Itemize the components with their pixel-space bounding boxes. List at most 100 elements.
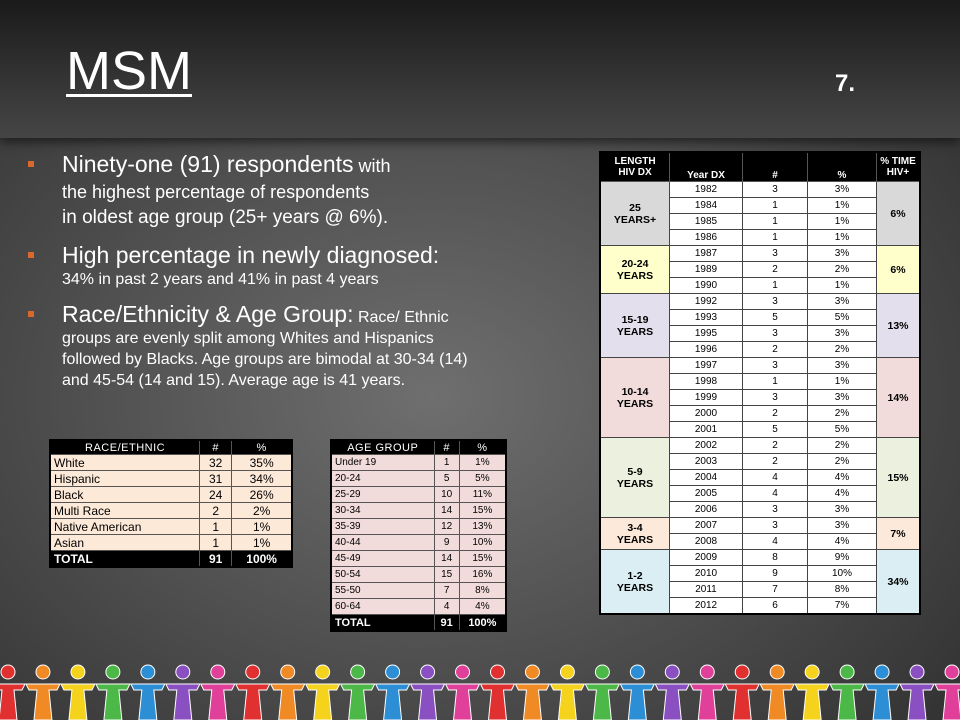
race-count: 2: [199, 502, 233, 519]
person-figure-icon: [199, 664, 236, 720]
age-group-label: 20-24: [330, 470, 435, 487]
age-count: 9: [433, 534, 460, 551]
slide-title: MSM: [66, 41, 192, 101]
race-label: White: [49, 454, 201, 471]
table-row: 2000 2 2%: [600, 405, 920, 422]
race-count: 32: [199, 454, 233, 471]
age-percent: 16%: [458, 566, 507, 583]
year-dx: 2003: [669, 453, 743, 470]
race-percent: 34%: [231, 470, 293, 487]
year-count: 3: [742, 517, 808, 534]
year-count: 2: [742, 405, 808, 422]
total-row: TOTAL 91 100%: [330, 614, 507, 632]
table-row: 5-9 YEARS 2002 2 2% 15%: [599, 437, 921, 518]
year-count: 8: [742, 549, 808, 566]
table-row: 20-24 YEARS 1987 3 3% 6%: [599, 245, 921, 294]
race-percent: 35%: [231, 454, 293, 471]
age-count: 15: [433, 566, 460, 583]
year-count: 3: [742, 245, 808, 262]
race-label: Multi Race: [49, 502, 201, 519]
year-percent: 1%: [807, 373, 877, 390]
person-figure-icon: [689, 664, 726, 720]
table-row: 15-19 YEARS 1992 3 3% 13%: [599, 293, 921, 358]
race-percent: 26%: [231, 486, 293, 503]
year-dx: 1984: [669, 197, 743, 214]
year-count: 4: [742, 485, 808, 502]
length-group-label: 10-14 YEARS: [599, 357, 670, 438]
table-row: White 32 35%: [49, 454, 293, 471]
age-count: 7: [433, 582, 460, 599]
year-percent: 4%: [807, 533, 877, 550]
age-count: 10: [433, 486, 460, 503]
column-header: #: [433, 439, 460, 455]
year-count: 3: [742, 357, 808, 374]
year-count: 1: [742, 373, 808, 390]
year-dx: 2009: [669, 549, 743, 566]
table-row: 25-29 10 11%: [330, 486, 507, 503]
bullet-text: in oldest age group (25+ years @ 6%).: [62, 207, 389, 228]
table-row: 1990 1 1%: [600, 277, 920, 294]
table-row: 1998 1 1%: [600, 373, 920, 390]
year-percent: 7%: [807, 597, 877, 615]
year-count: 3: [742, 501, 808, 518]
age-count: 1: [433, 454, 460, 471]
year-percent: 4%: [807, 485, 877, 502]
table-row: 1986 1 1%: [600, 229, 920, 246]
year-percent: 2%: [807, 261, 877, 278]
year-dx: 1996: [669, 341, 743, 358]
person-figure-icon: [130, 664, 166, 720]
length-group-label: 3-4 YEARS: [599, 517, 670, 550]
length-group-line: 5-9: [627, 465, 643, 478]
age-percent: 15%: [458, 502, 507, 519]
person-figure-icon: [724, 664, 761, 720]
year-percent: 8%: [807, 581, 877, 598]
title-band: [0, 0, 960, 138]
year-percent: 3%: [807, 501, 877, 518]
year-count: 6: [742, 597, 808, 615]
length-group-line: YEARS: [616, 581, 654, 594]
square-bullet-icon: [28, 161, 34, 167]
year-dx: 2002: [669, 437, 743, 454]
age-count: 5: [433, 470, 460, 487]
age-group-label: 50-54: [330, 566, 435, 583]
year-percent: 3%: [807, 245, 877, 262]
percent-time-hiv: 34%: [876, 549, 921, 615]
table-row: 10-14 YEARS 1997 3 3% 14%: [599, 357, 921, 438]
table-row: 2008 4 4%: [600, 533, 920, 550]
table-row: 45-49 14 15%: [330, 550, 507, 567]
race-label: Black: [49, 486, 201, 503]
age-percent: 4%: [458, 598, 507, 615]
year-dx: 1989: [669, 261, 743, 278]
year-dx: 2004: [669, 469, 743, 486]
bullet-text: 34% in past 2 years and 41% in past 4 ye…: [62, 271, 379, 288]
length-group-line: YEARS: [616, 325, 654, 338]
age-percent: 11%: [458, 486, 507, 503]
bullet-heading: Ninety-one (91) respondents: [62, 151, 354, 177]
bullet-text: and 45-54 (14 and 15). Average age is 41…: [62, 372, 406, 389]
table-row: 35-39 12 13%: [330, 518, 507, 535]
age-count: 12: [433, 518, 460, 535]
length-group-line: 1-2: [627, 569, 643, 582]
column-header-time: % TIME HIV+: [876, 151, 921, 182]
year-count: 7: [742, 581, 808, 598]
year-dx: 2000: [669, 405, 743, 422]
square-bullet-icon: [28, 311, 34, 317]
table-row: Under 19 1 1%: [330, 454, 507, 471]
age-group-label: 40-44: [330, 534, 435, 551]
year-dx: 2007: [669, 517, 743, 534]
year-percent: 2%: [807, 453, 877, 470]
person-figure-icon: [759, 664, 795, 720]
total-label: TOTAL: [330, 614, 435, 632]
table-row: 2012 6 7%: [600, 597, 920, 615]
year-percent: 9%: [807, 549, 877, 566]
age-percent: 1%: [458, 454, 507, 471]
race-percent: 2%: [231, 502, 293, 519]
table-row: Black 24 26%: [49, 486, 293, 503]
people-figures-decoration: [0, 664, 960, 720]
bullet-heading: High percentage in newly diagnosed:: [62, 242, 440, 268]
year-dx: 1986: [669, 229, 743, 246]
year-percent: 4%: [807, 469, 877, 486]
person-figure-icon: [654, 664, 691, 720]
table-row: Asian 1 1%: [49, 534, 293, 551]
year-percent: 2%: [807, 405, 877, 422]
